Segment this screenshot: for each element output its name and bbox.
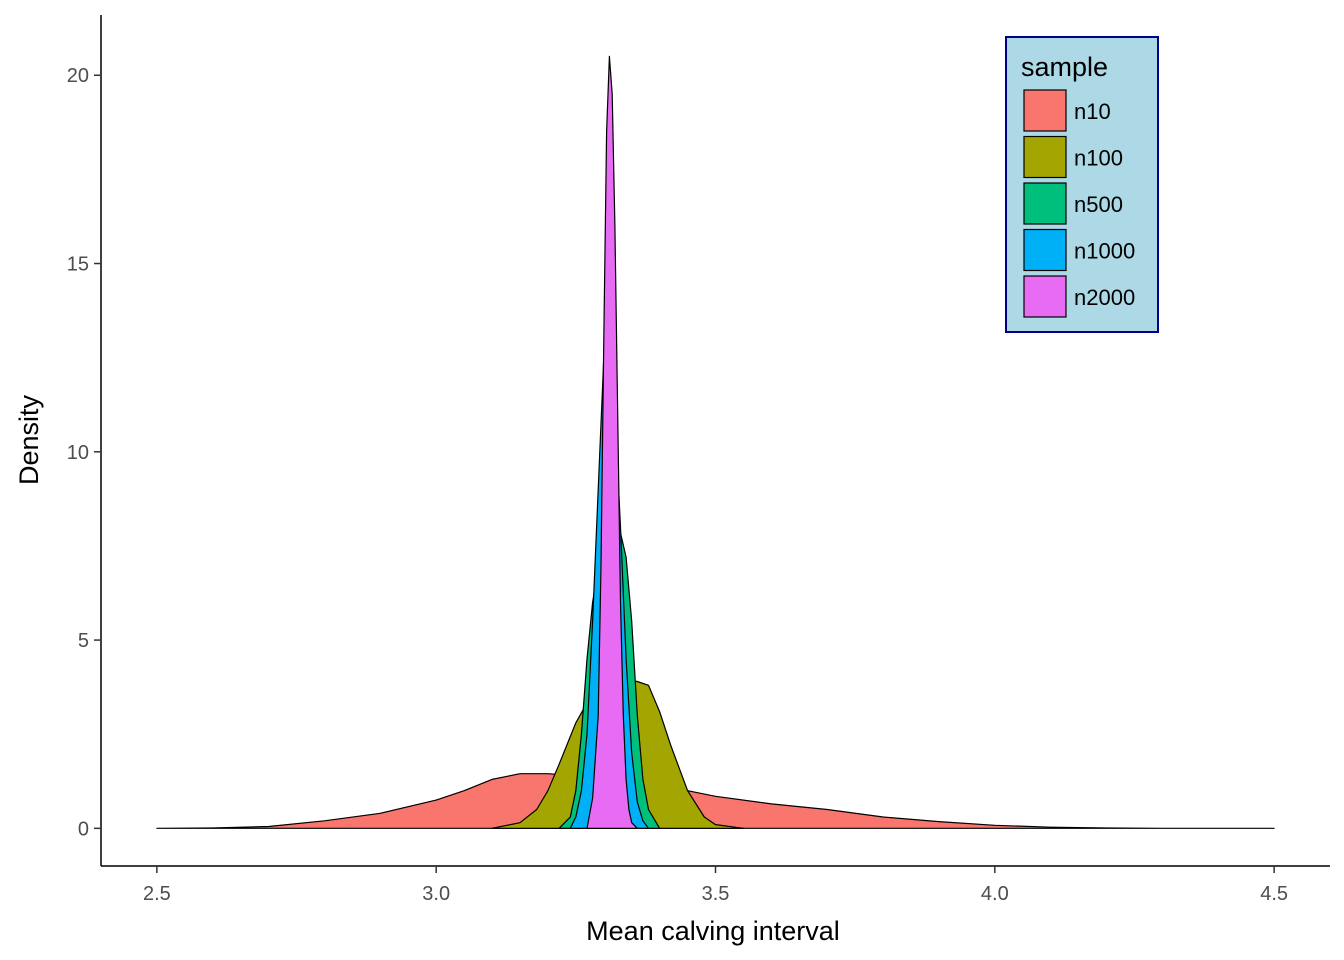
legend-swatch-n2000 bbox=[1023, 275, 1067, 318]
legend-items: n10 n100 n500 n1000 n2000 bbox=[1023, 89, 1135, 318]
legend-swatch-n10 bbox=[1023, 89, 1067, 132]
density-area-n10 bbox=[156, 773, 1275, 829]
y-tick-label: 0 bbox=[78, 818, 89, 840]
legend-label-n100: n100 bbox=[1074, 146, 1123, 171]
x-tick-label: 4.0 bbox=[981, 883, 1009, 905]
y-tick-label: 10 bbox=[67, 442, 89, 464]
y-axis-title: Density bbox=[14, 394, 44, 485]
legend: sample n10 n100 n500 n1000 n2000 bbox=[1005, 36, 1159, 333]
legend-label-n2000: n2000 bbox=[1074, 285, 1135, 310]
density-area-n2000 bbox=[586, 55, 638, 829]
legend-label-n1000: n1000 bbox=[1074, 239, 1135, 264]
legend-title: sample bbox=[1021, 52, 1108, 82]
x-tick-label: 3.0 bbox=[422, 883, 450, 905]
x-tick-label: 2.5 bbox=[143, 883, 171, 905]
legend-swatch-n100 bbox=[1023, 135, 1067, 179]
y-tick-label: 15 bbox=[67, 254, 89, 276]
legend-swatch-n500 bbox=[1023, 182, 1067, 225]
legend-swatch-n1000 bbox=[1023, 228, 1067, 272]
y-tick-label: 5 bbox=[78, 630, 89, 652]
series-layer bbox=[156, 55, 1275, 829]
x-tick-label: 3.5 bbox=[702, 883, 730, 905]
x-tick-label: 4.5 bbox=[1260, 883, 1288, 905]
legend-label-n500: n500 bbox=[1074, 192, 1123, 217]
legend-label-n10: n10 bbox=[1074, 99, 1111, 124]
y-tick-label: 20 bbox=[67, 65, 89, 87]
x-axis-title: Mean calving interval bbox=[586, 916, 840, 946]
ticks-layer: 2.5 3.0 3.5 4.0 4.5 0 5 10 15 20 bbox=[67, 65, 1288, 905]
